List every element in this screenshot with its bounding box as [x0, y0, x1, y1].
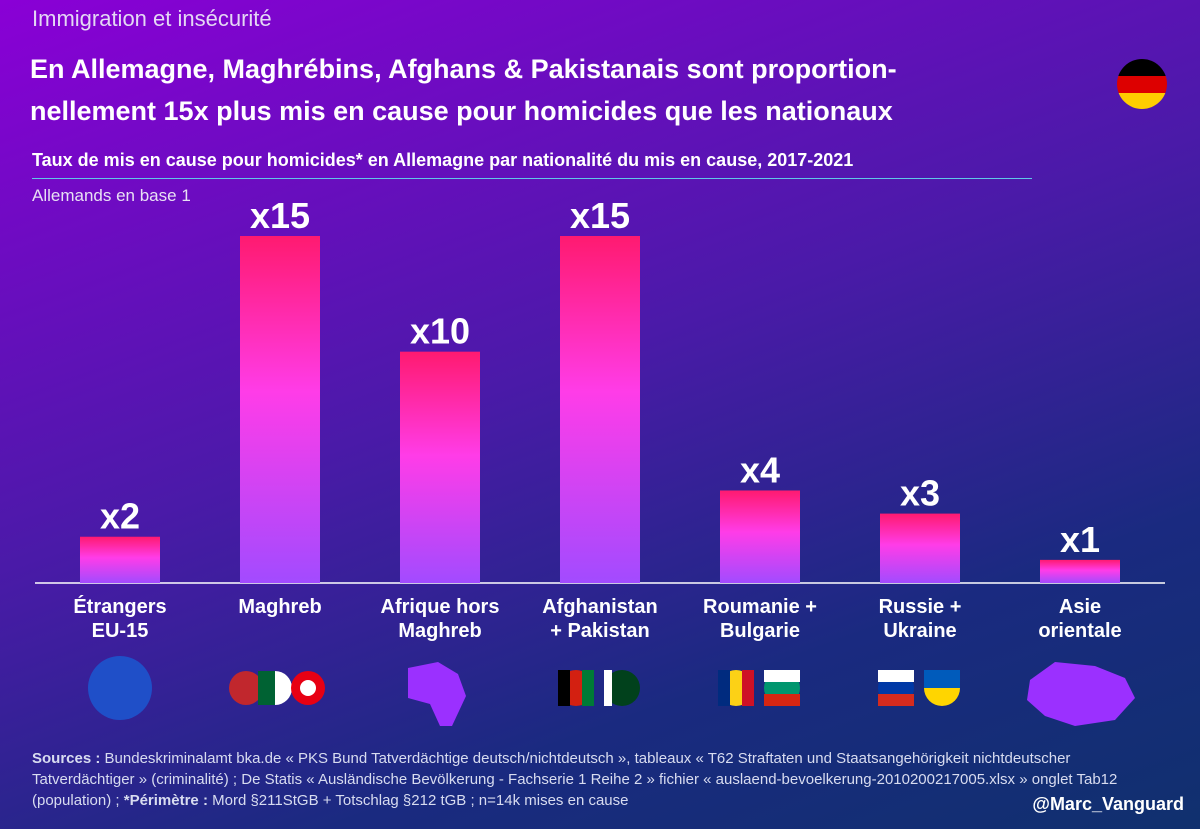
value-label: x1	[1060, 519, 1100, 560]
x-tick-label: Afghanistan + Pakistan	[542, 596, 658, 642]
x-tick-label: Afrique hors Maghreb	[380, 596, 500, 642]
icons	[88, 656, 1135, 726]
perimetre-label: *Périmètre :	[123, 792, 208, 809]
x-tick-label: Étrangers EU-15	[73, 596, 167, 642]
y-label: Allemands en base 1	[32, 186, 191, 205]
handle: @Marc_Vanguard	[1032, 794, 1184, 814]
bar	[560, 236, 640, 583]
chart-title: En Allemagne, Maghrébins, Afghans & Paki…	[30, 54, 897, 126]
value-label: x2	[100, 496, 140, 537]
sources-text: Bundeskriminalamt bka.de « PKS Bund Tatv…	[32, 750, 1118, 809]
value-label: x15	[570, 195, 630, 236]
value-label: x10	[410, 311, 470, 352]
perimetre-text: Mord §211StGB + Totschlag §212 tGB ; n=1…	[212, 792, 629, 809]
x-tick-label: Asie orientale	[1038, 596, 1122, 642]
subtitle: Taux de mis en cause pour homicides* en …	[32, 150, 854, 170]
flag-de	[1117, 59, 1167, 109]
x-tick-label: Russie + Ukraine	[878, 596, 962, 642]
bar	[400, 351, 480, 583]
x-tick-label: Maghreb	[238, 596, 322, 618]
x-tick-label: Roumanie + Bulgarie	[703, 596, 817, 642]
bar	[880, 513, 960, 583]
value-label: x15	[250, 195, 310, 236]
value-label: x4	[740, 449, 780, 490]
sources-label: Sources :	[32, 750, 101, 767]
bar	[240, 236, 320, 583]
divider	[32, 178, 1032, 179]
bar	[720, 490, 800, 583]
kicker: Immigration et insécurité	[32, 6, 272, 31]
bar	[1040, 559, 1120, 583]
value-label: x3	[900, 473, 940, 514]
bar	[80, 536, 160, 583]
sources: Sources : Bundeskriminalamt bka.de « PKS…	[32, 748, 1162, 811]
